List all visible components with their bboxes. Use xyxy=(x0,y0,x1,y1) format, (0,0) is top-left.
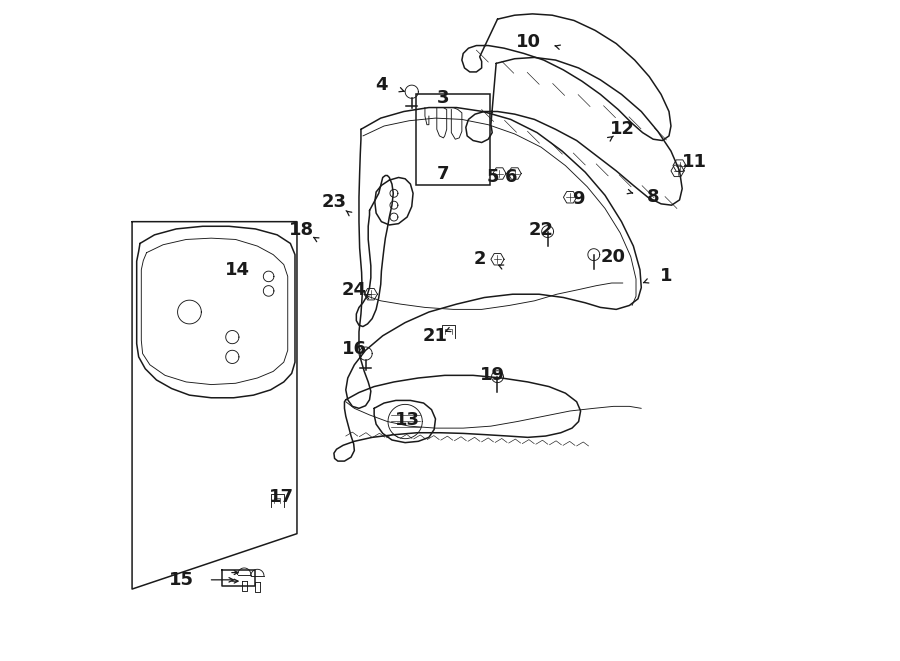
Text: 11: 11 xyxy=(682,153,707,171)
Text: 8: 8 xyxy=(646,188,659,206)
Text: 13: 13 xyxy=(394,410,419,428)
Text: 23: 23 xyxy=(322,193,347,211)
Text: 20: 20 xyxy=(600,248,626,266)
Text: 6: 6 xyxy=(504,169,517,186)
Text: 10: 10 xyxy=(516,32,541,51)
Text: 19: 19 xyxy=(481,366,506,384)
Text: 1: 1 xyxy=(660,268,672,286)
Text: 16: 16 xyxy=(342,340,367,358)
Text: 3: 3 xyxy=(437,89,450,107)
Text: 9: 9 xyxy=(572,190,585,208)
Text: 4: 4 xyxy=(374,76,387,94)
Text: 21: 21 xyxy=(423,327,448,345)
Text: 15: 15 xyxy=(169,571,194,589)
Text: 12: 12 xyxy=(610,120,635,138)
Text: 2: 2 xyxy=(473,251,486,268)
Text: 5: 5 xyxy=(487,169,500,186)
Text: 24: 24 xyxy=(342,281,367,299)
Bar xyxy=(416,95,490,185)
Text: 22: 22 xyxy=(528,221,554,239)
Text: 17: 17 xyxy=(269,488,294,506)
Text: 7: 7 xyxy=(437,165,450,182)
Text: 18: 18 xyxy=(289,221,314,239)
Text: 14: 14 xyxy=(225,261,250,279)
